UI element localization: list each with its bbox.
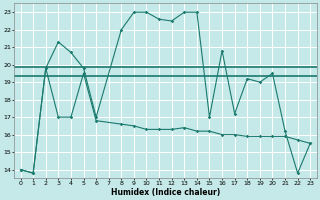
X-axis label: Humidex (Indice chaleur): Humidex (Indice chaleur) [111, 188, 220, 197]
